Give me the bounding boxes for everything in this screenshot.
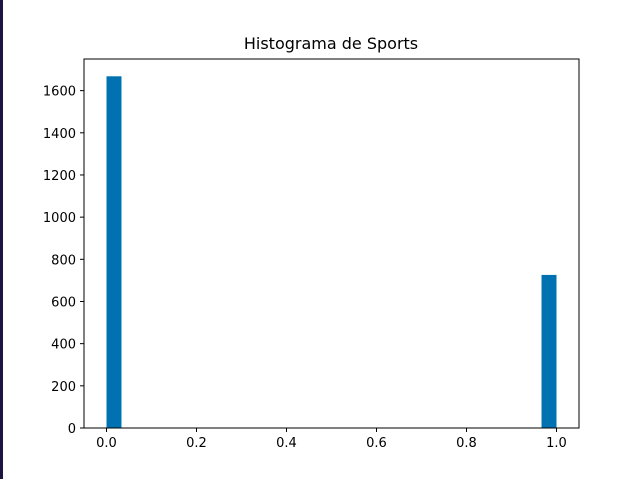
window-edge xyxy=(0,0,3,479)
y-tick-label: 1200 xyxy=(43,169,76,184)
x-tick-label: 0.6 xyxy=(366,436,387,451)
y-tick-label: 800 xyxy=(51,253,76,268)
y-tick-label: 1600 xyxy=(43,85,76,100)
x-tick-label: 0.2 xyxy=(186,436,207,451)
x-axis: 0.0 0.2 0.4 0.6 0.8 1.0 xyxy=(96,428,567,451)
x-tick-label: 0.8 xyxy=(456,436,477,451)
bars-layer xyxy=(106,76,557,428)
x-tick-label: 1.0 xyxy=(546,436,567,451)
y-axis: 0 200 400 600 800 1000 1200 1400 1600 xyxy=(43,85,84,437)
y-tick-label: 400 xyxy=(51,338,76,353)
x-tick-label: 0.4 xyxy=(276,436,297,451)
y-tick-label: 0 xyxy=(68,422,76,437)
y-tick-label: 600 xyxy=(51,295,76,310)
y-tick-label: 200 xyxy=(51,380,76,395)
x-tick-label: 0.0 xyxy=(96,436,117,451)
histogram-bar-0 xyxy=(106,76,122,428)
chart-title: Histograma de Sports xyxy=(244,34,418,53)
y-tick-label: 1400 xyxy=(43,127,76,142)
histogram-bar-1 xyxy=(541,274,557,428)
plot-area-frame xyxy=(83,58,580,429)
y-tick-label: 1000 xyxy=(43,211,76,226)
